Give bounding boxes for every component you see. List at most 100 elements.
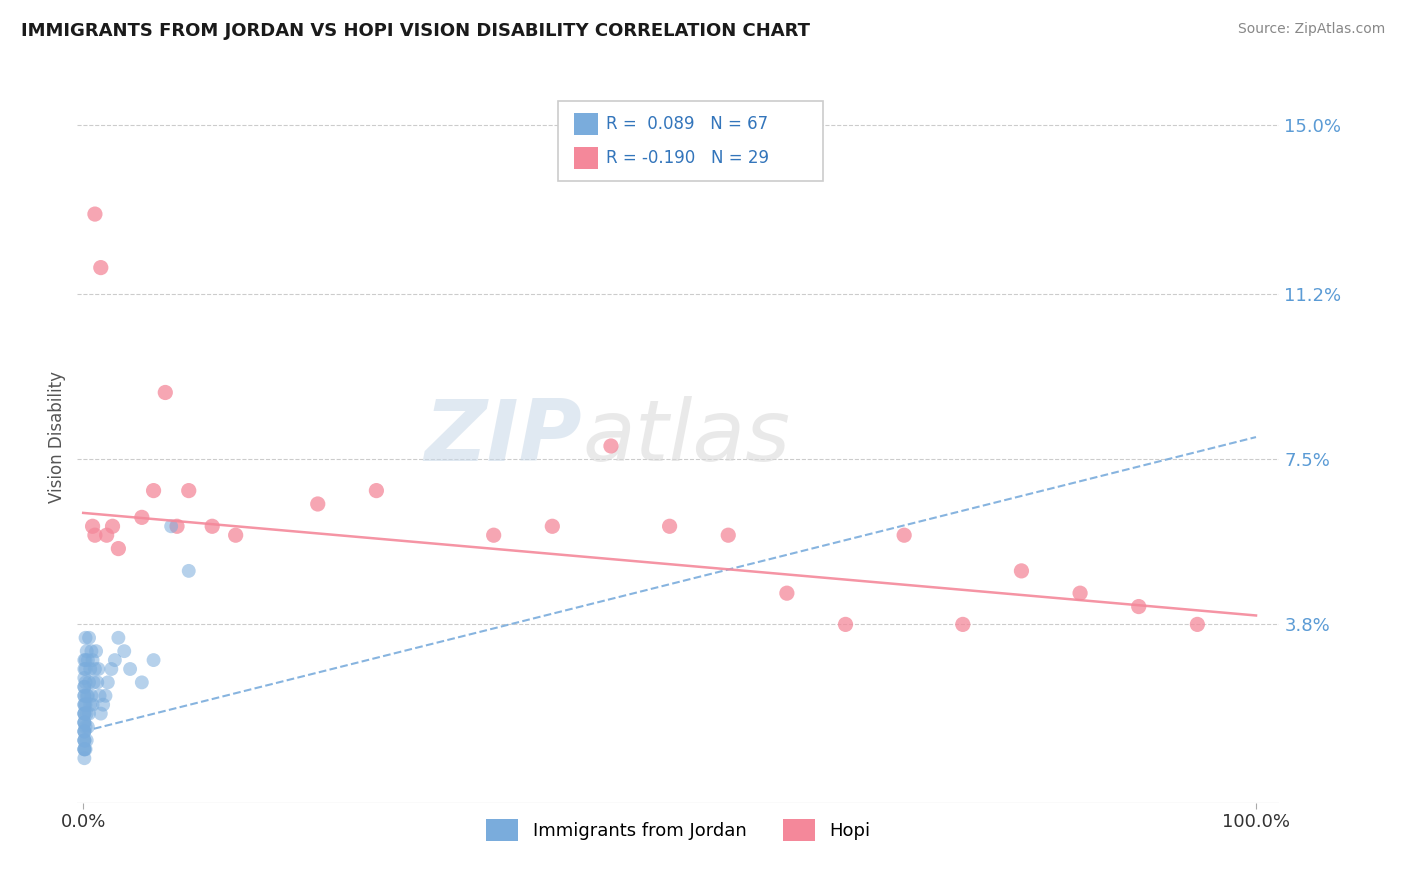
Point (82, 519, 104, 533)
Point (73, 653, 96, 667)
Point (76, 689, 98, 703)
Point (893, 528, 915, 542)
Point (73, 742, 96, 756)
Point (86, 675, 108, 690)
Point (112, 644, 135, 658)
Point (73, 706, 96, 721)
Point (120, 662, 142, 676)
Point (84, 528, 107, 542)
Point (89, 689, 111, 703)
Point (79, 698, 101, 712)
Point (177, 483, 200, 498)
Point (73, 751, 96, 765)
Point (73, 689, 96, 703)
Point (77, 631, 100, 645)
Point (952, 617, 974, 632)
Point (75, 662, 97, 676)
Point (834, 617, 856, 632)
Point (73, 724, 96, 739)
Text: R =  0.089   N = 67: R = 0.089 N = 67 (606, 115, 769, 133)
Point (96, 528, 118, 542)
Point (97, 675, 120, 690)
Point (75, 742, 97, 756)
Text: atlas: atlas (582, 395, 790, 479)
Point (73, 724, 96, 739)
Point (77, 720, 100, 734)
Point (717, 528, 740, 542)
Point (77, 675, 100, 690)
Point (77, 689, 100, 703)
Text: ZIP: ZIP (425, 395, 582, 479)
Point (776, 586, 799, 600)
Text: IMMIGRANTS FROM JORDAN VS HOPI VISION DISABILITY CORRELATION CHART: IMMIGRANTS FROM JORDAN VS HOPI VISION DI… (21, 22, 810, 40)
Point (73, 671, 96, 685)
Bar (574, 146, 598, 169)
Y-axis label: Vision Disability: Vision Disability (48, 371, 66, 503)
Point (73, 706, 96, 721)
Point (541, 519, 564, 533)
Point (84, 207, 107, 221)
Point (75, 675, 97, 690)
Point (142, 483, 165, 498)
Point (160, 519, 183, 533)
Bar (574, 113, 598, 135)
Text: Source: ZipAtlas.com: Source: ZipAtlas.com (1237, 22, 1385, 37)
Point (73, 689, 96, 703)
Point (307, 497, 329, 511)
Point (107, 631, 129, 645)
Point (177, 564, 200, 578)
Point (84, 644, 107, 658)
Point (142, 653, 165, 667)
Point (73, 733, 96, 747)
Point (366, 483, 388, 498)
Point (155, 385, 177, 400)
Point (79, 662, 101, 676)
Point (166, 519, 188, 533)
Point (75, 631, 97, 645)
Point (77, 706, 100, 721)
Point (90, 706, 112, 721)
Point (225, 528, 247, 542)
Point (90, 260, 112, 275)
Point (1128, 599, 1150, 614)
Point (76, 644, 98, 658)
Point (76, 706, 98, 721)
Point (73, 733, 96, 747)
Point (73, 733, 96, 747)
Point (101, 519, 124, 533)
Point (73, 715, 96, 730)
Point (75, 698, 97, 712)
Legend: Immigrants from Jordan, Hopi: Immigrants from Jordan, Hopi (478, 812, 879, 848)
Point (73, 742, 96, 756)
Point (76, 733, 98, 747)
Point (1010, 564, 1032, 578)
Point (77, 653, 100, 667)
Point (80, 644, 103, 658)
Point (73, 724, 96, 739)
Point (482, 528, 505, 542)
Point (1187, 617, 1209, 632)
Point (73, 698, 96, 712)
Point (82, 698, 104, 712)
Point (600, 439, 623, 453)
FancyBboxPatch shape (558, 101, 823, 181)
Point (131, 675, 153, 690)
Point (75, 720, 97, 734)
Point (73, 715, 96, 730)
Point (73, 680, 96, 694)
Point (131, 510, 153, 524)
Point (73, 706, 96, 721)
Point (82, 653, 104, 667)
Point (73, 698, 96, 712)
Point (201, 519, 224, 533)
Point (104, 653, 127, 667)
Point (84, 662, 107, 676)
Point (80, 689, 103, 703)
Text: R = -0.190   N = 29: R = -0.190 N = 29 (606, 149, 769, 167)
Point (73, 662, 96, 676)
Point (94, 689, 117, 703)
Point (83, 675, 105, 690)
Point (73, 715, 96, 730)
Point (87, 662, 110, 676)
Point (73, 680, 96, 694)
